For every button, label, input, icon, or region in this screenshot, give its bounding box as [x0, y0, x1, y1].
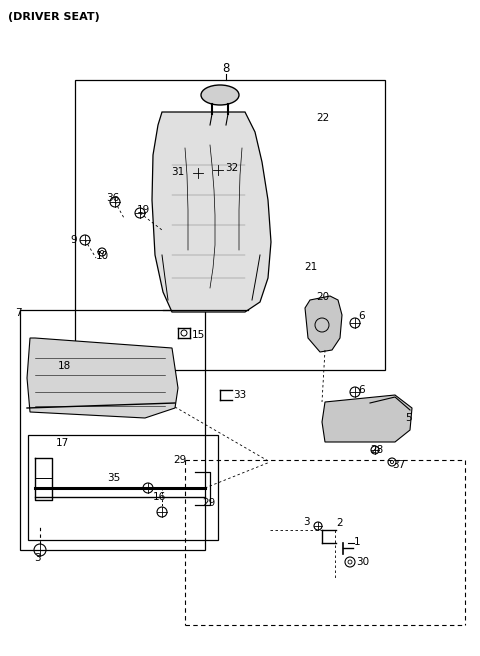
- Text: 1: 1: [354, 537, 360, 547]
- Text: 31: 31: [171, 167, 184, 177]
- Text: 29: 29: [202, 498, 215, 508]
- Text: (DRIVER SEAT): (DRIVER SEAT): [8, 12, 100, 22]
- Polygon shape: [27, 338, 178, 418]
- Text: 36: 36: [106, 193, 119, 203]
- Text: 29: 29: [173, 455, 186, 465]
- Text: 37: 37: [392, 460, 405, 470]
- Text: 33: 33: [233, 390, 246, 400]
- Text: 3: 3: [34, 553, 41, 563]
- Text: 19: 19: [137, 205, 150, 215]
- Bar: [20, 310, 205, 550]
- Text: 35: 35: [107, 473, 120, 483]
- Text: 28: 28: [370, 445, 383, 455]
- Text: 9: 9: [71, 235, 77, 245]
- Text: 22: 22: [316, 113, 329, 123]
- Polygon shape: [305, 296, 342, 352]
- Text: 18: 18: [58, 361, 71, 371]
- Polygon shape: [152, 112, 271, 312]
- Bar: [28, 435, 218, 540]
- Text: 30: 30: [356, 557, 369, 567]
- Text: 2: 2: [336, 518, 343, 528]
- Text: 8: 8: [222, 62, 230, 75]
- Text: 3: 3: [303, 517, 310, 527]
- Text: 15: 15: [192, 330, 205, 340]
- Text: 6: 6: [358, 385, 365, 395]
- Bar: [75, 80, 385, 370]
- Text: 6: 6: [358, 311, 365, 321]
- Text: 7: 7: [15, 308, 22, 318]
- Text: 20: 20: [316, 292, 329, 302]
- Ellipse shape: [201, 85, 239, 105]
- Text: 5: 5: [405, 413, 412, 423]
- Polygon shape: [322, 395, 412, 442]
- Text: 10: 10: [96, 251, 109, 261]
- Text: 16: 16: [153, 492, 166, 502]
- Text: 32: 32: [225, 163, 238, 173]
- Text: 21: 21: [304, 262, 317, 272]
- Text: 17: 17: [56, 438, 69, 448]
